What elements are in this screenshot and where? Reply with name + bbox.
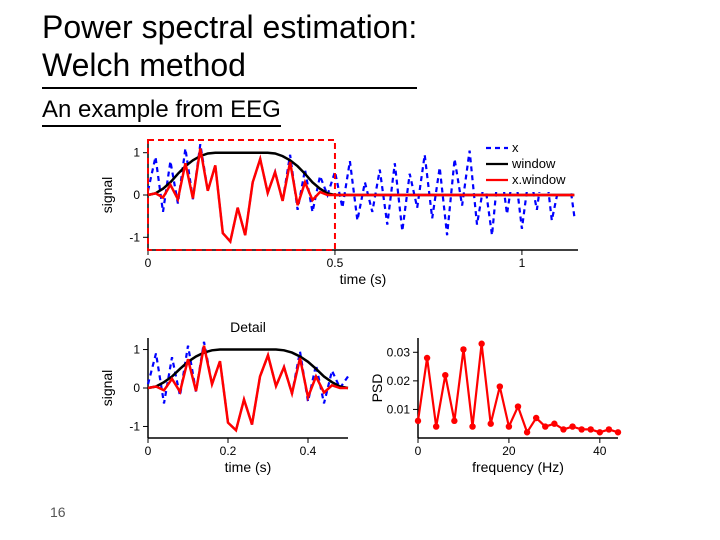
svg-text:20: 20	[502, 444, 516, 458]
svg-text:0.01: 0.01	[387, 402, 411, 416]
svg-text:1: 1	[519, 256, 526, 270]
svg-text:Detail: Detail	[230, 319, 266, 335]
svg-text:frequency (Hz): frequency (Hz)	[472, 459, 564, 475]
svg-text:1: 1	[133, 343, 140, 357]
svg-text:0: 0	[133, 381, 140, 395]
svg-text:0: 0	[145, 256, 152, 270]
svg-text:0.02: 0.02	[387, 374, 411, 388]
figure-container: 0 0.5 1 -1 0 1 time (s) signal xwindowx.window 0 0…	[88, 128, 640, 480]
svg-text:window: window	[511, 156, 556, 171]
svg-text:time (s): time (s)	[340, 271, 387, 287]
svg-text:-1: -1	[129, 230, 140, 244]
svg-text:signal: signal	[99, 177, 115, 214]
svg-text:0.5: 0.5	[327, 256, 344, 270]
svg-text:PSD: PSD	[369, 374, 385, 403]
svg-text:time (s): time (s)	[225, 459, 272, 475]
slide-subtitle: An example from EEG	[42, 96, 281, 127]
svg-text:1: 1	[133, 146, 140, 160]
svg-text:0: 0	[415, 444, 422, 458]
svg-text:x.window: x.window	[512, 172, 566, 187]
svg-text:0: 0	[145, 444, 152, 458]
page-number: 16	[50, 504, 66, 520]
svg-text:40: 40	[593, 444, 607, 458]
svg-text:x: x	[512, 140, 519, 155]
svg-text:0.03: 0.03	[387, 345, 411, 359]
svg-text:-1: -1	[129, 419, 140, 433]
svg-text:0.4: 0.4	[300, 444, 317, 458]
svg-text:0.2: 0.2	[220, 444, 237, 458]
svg-text:signal: signal	[99, 370, 115, 407]
slide-title: Power spectral estimation:Welch method	[42, 8, 417, 89]
svg-text:0: 0	[133, 188, 140, 202]
